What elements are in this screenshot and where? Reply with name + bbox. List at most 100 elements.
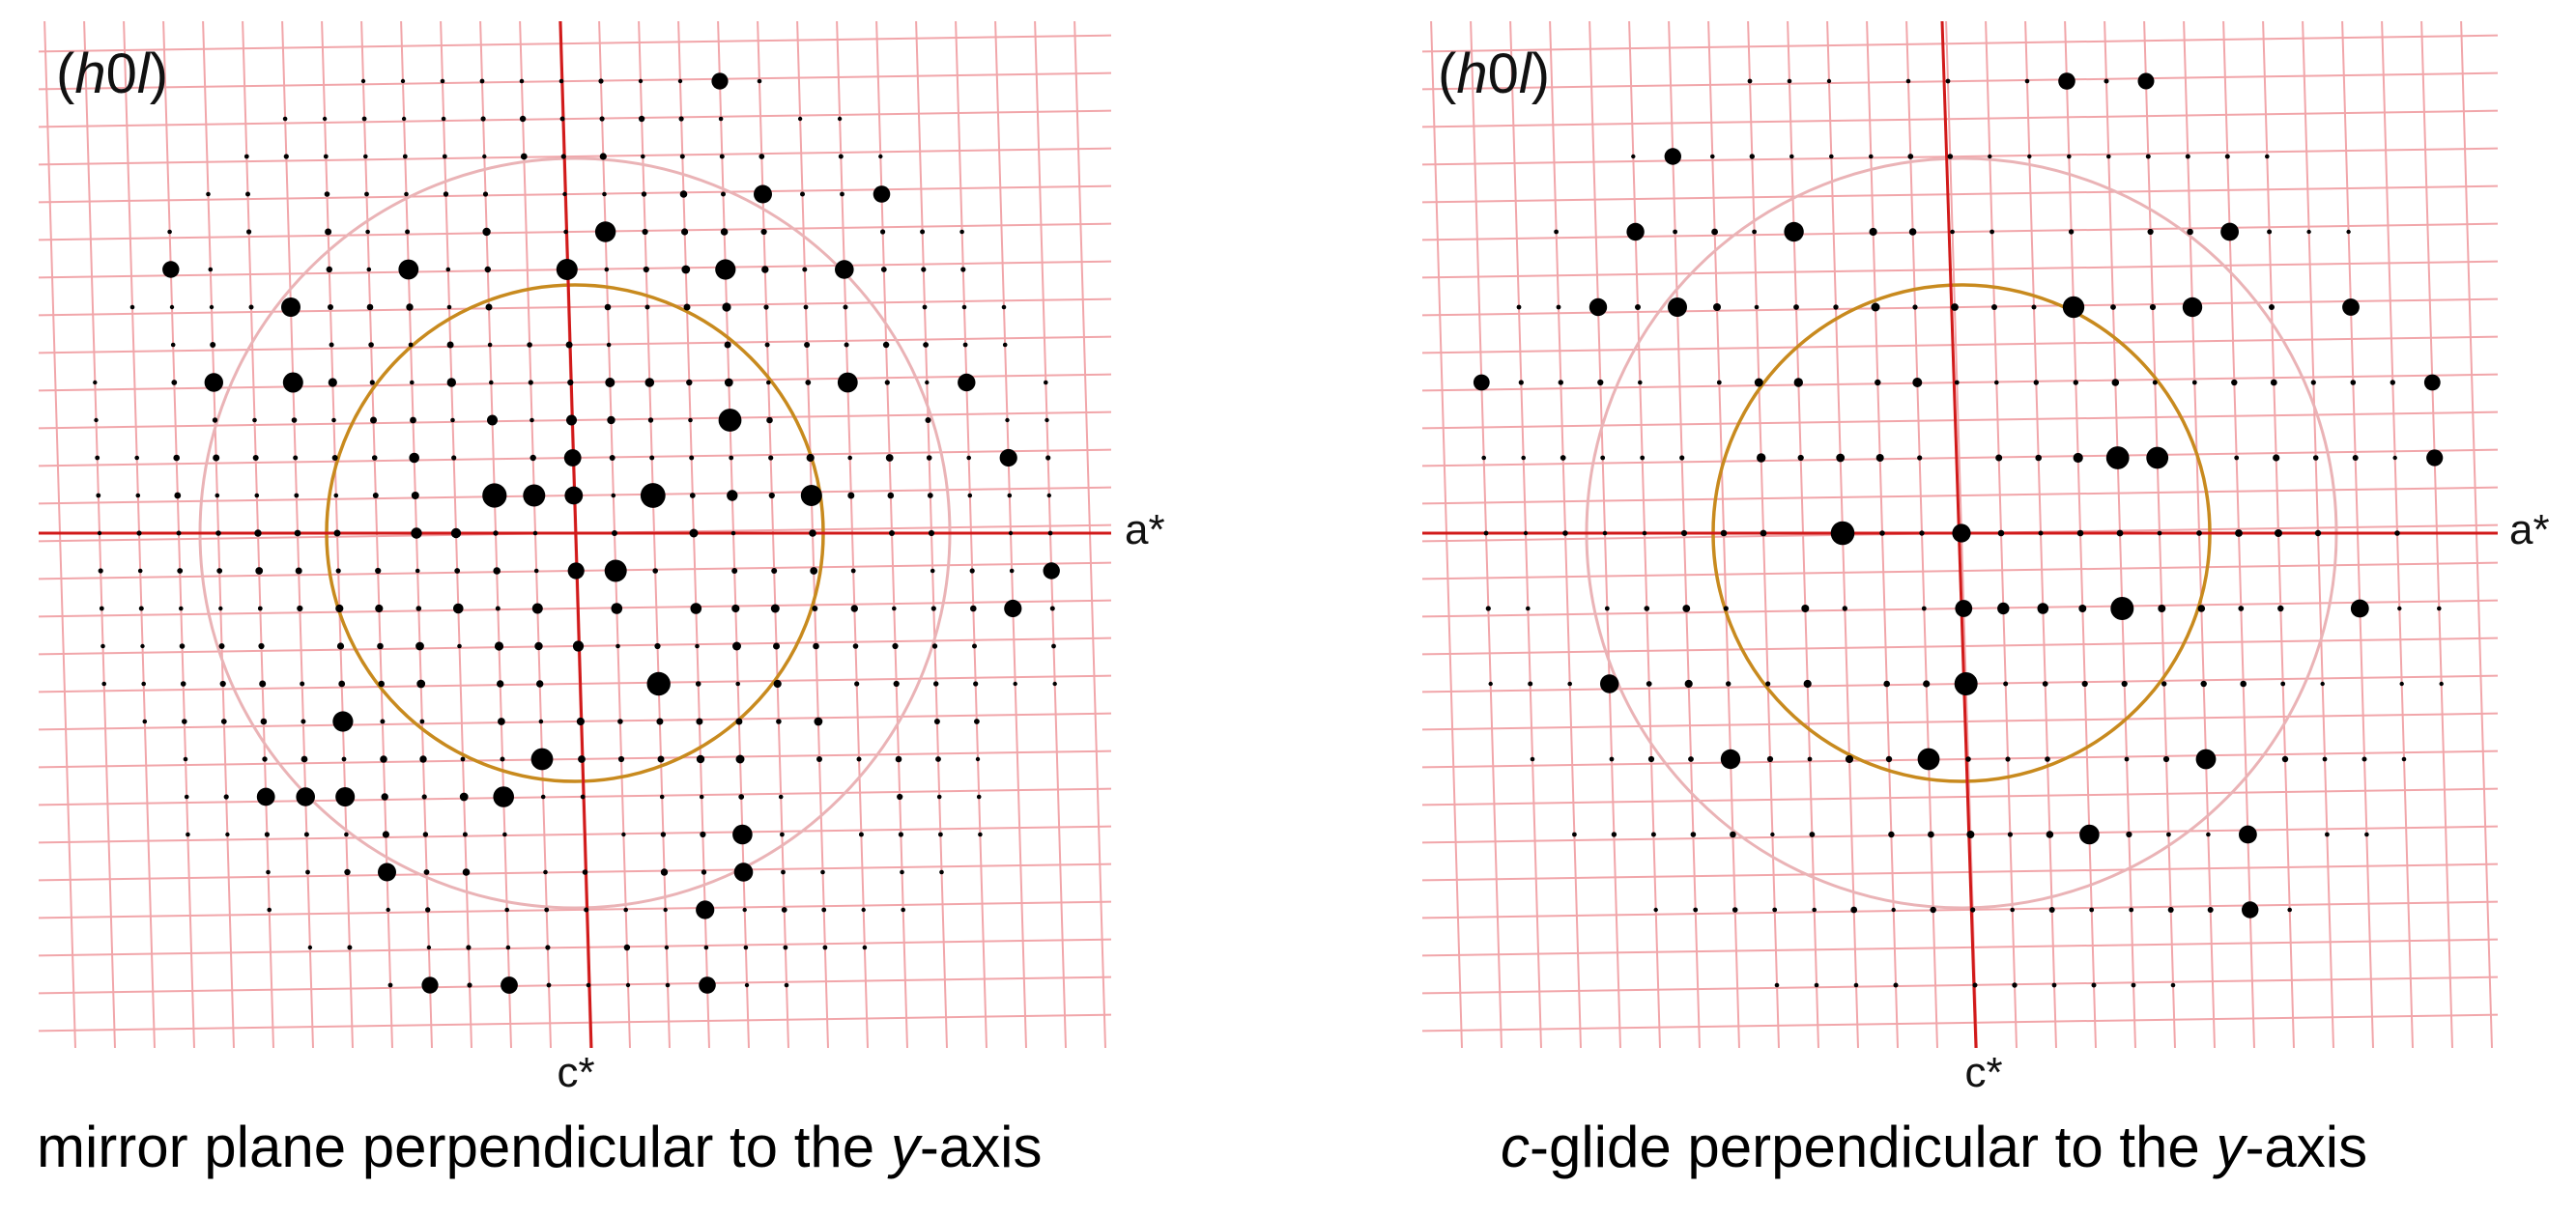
reflection-spot	[2234, 455, 2240, 461]
reflection-spot	[1690, 832, 1697, 837]
reflection-spot	[415, 641, 424, 651]
reflection-spot	[664, 945, 670, 950]
reflection-spot	[534, 641, 543, 651]
reflection-spot	[2110, 304, 2116, 310]
reflection-spot	[93, 380, 98, 385]
reflection-spot	[179, 643, 186, 649]
reflection-spot	[364, 191, 369, 197]
reflection-spot	[538, 719, 544, 724]
reflection-spot	[744, 982, 750, 988]
reflection-spot	[838, 154, 844, 159]
reflection-spot	[695, 681, 701, 687]
reflection-spot	[333, 529, 341, 537]
reflection-spot	[2046, 831, 2054, 838]
reflection-spot	[696, 718, 703, 725]
reflection-spot	[375, 567, 382, 575]
reflection-spot	[1730, 831, 1736, 838]
reflection-spot	[1609, 756, 1615, 762]
reflection-spot	[960, 267, 966, 272]
reflection-spot	[1966, 831, 1975, 838]
reflection-spot	[282, 372, 303, 393]
reflection-spot	[599, 153, 607, 160]
reflection-spot	[921, 267, 927, 272]
reflection-spot	[402, 154, 408, 159]
reflection-spot	[781, 907, 787, 913]
reflection-spot	[847, 455, 852, 461]
reflection-spot	[1640, 455, 1646, 461]
reflection-spot	[1869, 154, 1874, 159]
reflection-spot	[800, 485, 822, 506]
reflection-spot	[1883, 680, 1890, 688]
reflection-spot	[411, 527, 422, 539]
reflection-spot	[887, 492, 895, 499]
reflection-spot	[778, 794, 784, 800]
reflection-spot	[690, 603, 702, 614]
reflection-spot	[523, 484, 546, 507]
reflection-spot	[1917, 748, 1940, 771]
c-star-label: c*	[1964, 1049, 2002, 1096]
reflection-spot	[451, 455, 457, 461]
reflection-spot	[959, 229, 964, 235]
reflection-spot	[2342, 298, 2360, 316]
reflection-spot	[530, 417, 534, 423]
reflection-spot	[446, 304, 452, 310]
reflection-spot	[500, 756, 505, 762]
reflection-spot	[2310, 380, 2316, 385]
reflection-spot	[300, 681, 305, 687]
reflection-spot	[2035, 454, 2042, 462]
reflection-spot	[1951, 303, 1959, 311]
reflection-spot	[266, 869, 271, 875]
reflection-spot	[1597, 379, 1604, 386]
reflection-spot	[2397, 606, 2402, 611]
reflection-spot	[1784, 221, 1804, 242]
reflection-spot	[576, 717, 586, 726]
reflection-spot	[370, 416, 377, 424]
reflection-spot	[646, 671, 671, 696]
reflection-spot	[821, 907, 827, 913]
reflection-spot	[1653, 907, 1658, 913]
reflection-spot	[1611, 832, 1617, 837]
reflection-spot	[482, 227, 491, 237]
reflection-spot	[134, 455, 139, 461]
reflection-spot	[803, 304, 809, 310]
reflection-spot	[422, 832, 429, 837]
reflection-spot	[1770, 832, 1775, 837]
reflection-spot	[797, 116, 803, 122]
reflection-spot	[1836, 453, 1846, 463]
reflection-spot	[900, 869, 904, 875]
reflection-spot	[722, 302, 731, 312]
reflection-spot	[297, 605, 303, 612]
reflection-spot	[361, 116, 367, 122]
reflection-spot	[781, 869, 786, 875]
reflection-spot	[617, 719, 623, 724]
reflection-spot	[1845, 754, 1854, 764]
reflection-spot	[686, 379, 693, 386]
reflection-spot	[1723, 606, 1729, 611]
reflection-spot	[602, 191, 607, 197]
reflection-spot	[606, 342, 612, 348]
reflection-spot	[1521, 455, 1526, 461]
reflection-spot	[129, 304, 135, 310]
reflection-spot	[852, 643, 859, 649]
reflection-spot	[660, 868, 669, 876]
reflection-spot	[732, 824, 753, 845]
reflection-spot	[2149, 303, 2157, 311]
reflection-spot	[2068, 229, 2075, 235]
reflection-spot	[604, 559, 627, 582]
reflection-spot	[1875, 454, 1884, 462]
grid-line	[1421, 787, 2499, 806]
reflection-spot	[2195, 749, 2217, 770]
reflection-spot	[974, 719, 980, 724]
reflection-spot	[625, 982, 631, 988]
reflection-spot	[1801, 605, 1810, 612]
reflection-spot	[1732, 907, 1738, 913]
reflection-spot	[2042, 681, 2048, 687]
reflection-spot	[1481, 455, 1486, 461]
grid-line	[38, 335, 1112, 354]
reflection-spot	[252, 417, 257, 423]
reflection-spot	[773, 679, 782, 689]
reflection-spot	[1052, 681, 1057, 687]
reflection-spot	[246, 229, 252, 235]
reflection-spot	[171, 380, 178, 385]
reflection-spot	[380, 719, 386, 724]
